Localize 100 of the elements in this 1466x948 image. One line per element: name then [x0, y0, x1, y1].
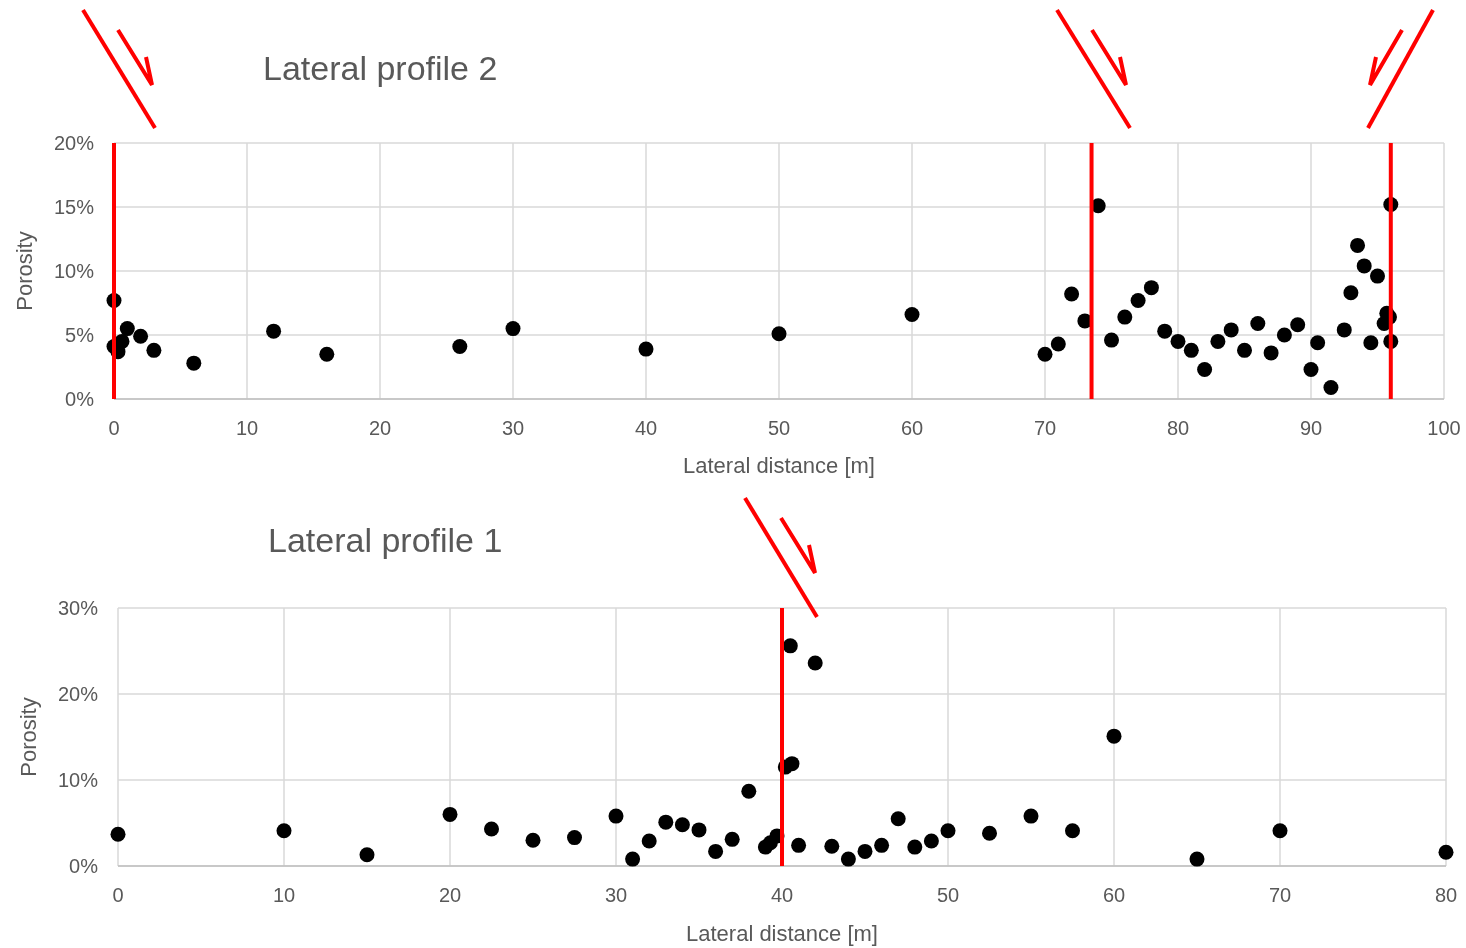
point	[1343, 285, 1359, 301]
x-tick-label: 30	[604, 884, 628, 906]
point	[982, 825, 997, 841]
point	[567, 830, 582, 846]
point	[741, 783, 757, 799]
point	[1223, 322, 1239, 338]
x-axis-title: Lateral distance [m]	[683, 453, 875, 478]
point	[525, 832, 541, 848]
point	[1183, 342, 1199, 358]
point	[625, 851, 641, 867]
point	[1250, 315, 1266, 331]
point	[359, 847, 375, 863]
point	[807, 655, 823, 671]
point	[1197, 362, 1213, 378]
x-tick-label: 50	[936, 884, 960, 906]
chart-title: Lateral profile 1	[268, 521, 503, 559]
x-tick-label: 10	[272, 884, 296, 906]
point	[840, 851, 856, 867]
point	[1272, 823, 1288, 839]
y-axis-title: Porosity	[16, 697, 41, 777]
point	[907, 839, 923, 855]
point	[442, 806, 458, 822]
point	[724, 831, 740, 847]
x-tick-label: 30	[501, 417, 525, 439]
point	[1189, 851, 1205, 867]
point	[771, 326, 787, 342]
point	[658, 814, 674, 830]
x-tick-label: 10	[235, 417, 259, 439]
point	[923, 833, 939, 849]
point	[484, 821, 499, 837]
x-tick-label: 80	[1166, 417, 1190, 439]
point	[638, 341, 654, 357]
point	[874, 837, 890, 853]
y-tick-label: 10%	[57, 769, 99, 791]
point	[1303, 362, 1319, 378]
x-tick-label: 80	[1434, 884, 1458, 906]
point	[1130, 292, 1146, 308]
point	[708, 843, 724, 859]
y-tick-label: 20%	[57, 683, 99, 705]
y-tick-label: 10%	[53, 260, 95, 282]
x-tick-label: 90	[1299, 417, 1323, 439]
point	[1370, 268, 1385, 284]
point	[1336, 322, 1352, 338]
point	[133, 328, 149, 344]
x-tick-label: 60	[1102, 884, 1126, 906]
x-tick-label: 100	[1427, 417, 1461, 439]
point	[1350, 237, 1366, 253]
point	[1310, 335, 1326, 351]
point	[1065, 823, 1080, 839]
point	[1323, 379, 1339, 395]
x-axis-title: Lateral distance [m]	[686, 921, 878, 946]
point	[890, 811, 906, 827]
point	[1290, 317, 1306, 333]
point	[186, 355, 202, 371]
point	[1170, 333, 1186, 349]
x-tick-label: 40	[634, 417, 658, 439]
y-tick-label: 15%	[53, 196, 95, 218]
point	[824, 838, 840, 854]
point	[1438, 844, 1454, 860]
point	[119, 321, 135, 337]
y-tick-label: 5%	[65, 324, 95, 346]
point	[1050, 336, 1066, 352]
point	[110, 826, 126, 842]
point	[1237, 342, 1252, 358]
point	[782, 638, 798, 654]
x-tick-label: 50	[767, 417, 791, 439]
point	[266, 323, 282, 339]
point	[1356, 258, 1372, 274]
point	[674, 817, 690, 833]
point	[1143, 280, 1159, 296]
point	[1037, 346, 1053, 362]
y-tick-label: 0%	[65, 388, 95, 410]
y-axis-title: Porosity	[12, 231, 37, 311]
point	[1064, 286, 1080, 302]
x-tick-label: 40	[770, 884, 794, 906]
y-tick-label: 30%	[57, 597, 99, 619]
point	[146, 342, 162, 358]
point	[1117, 309, 1133, 325]
y-tick-label: 0%	[69, 855, 99, 877]
point	[1106, 728, 1122, 744]
point	[452, 339, 468, 355]
x-tick-label: 20	[368, 417, 392, 439]
point	[608, 808, 624, 824]
chart-title: Lateral profile 2	[263, 49, 498, 87]
point	[791, 837, 807, 853]
point	[1210, 333, 1226, 349]
x-tick-label: 60	[900, 417, 924, 439]
point	[857, 843, 873, 859]
x-tick-label: 70	[1268, 884, 1292, 906]
x-tick-label: 20	[438, 884, 462, 906]
point	[641, 833, 657, 849]
point	[276, 823, 292, 839]
point	[1263, 345, 1279, 361]
point	[114, 333, 130, 349]
point	[505, 321, 521, 337]
x-tick-label: 0	[108, 417, 120, 439]
point	[319, 346, 335, 362]
point	[1104, 332, 1119, 348]
point	[904, 307, 920, 323]
y-tick-label: 20%	[53, 132, 95, 154]
